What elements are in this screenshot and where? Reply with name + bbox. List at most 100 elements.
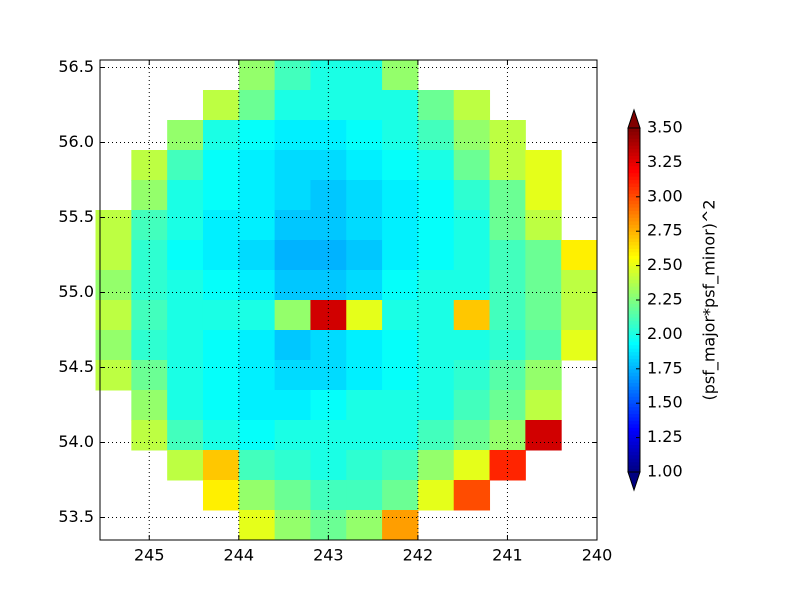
heatmap-cell (310, 90, 347, 121)
heatmap-cell (453, 390, 491, 421)
colorbar-swatch (628, 231, 640, 236)
heatmap-cell (489, 240, 526, 271)
heatmap-cell (525, 420, 562, 451)
colorbar-swatch (628, 330, 640, 335)
y-tick-label: 54.5 (58, 357, 94, 376)
heatmap-cell (525, 300, 562, 331)
heatmap-cell (274, 270, 311, 301)
colorbar-swatch (628, 382, 640, 387)
heatmap-cell (167, 150, 204, 181)
heatmap-cell (238, 480, 276, 511)
colorbar-swatch (628, 217, 640, 222)
heatmap-cell (167, 300, 204, 331)
colorbar-swatch (628, 368, 640, 373)
heatmap-cell (382, 420, 419, 451)
colorbar-swatch (628, 128, 640, 132)
heatmap-cell (382, 240, 419, 271)
heatmap-cell (167, 420, 204, 451)
heatmap-cell (417, 450, 455, 481)
y-tick-label: 54.0 (58, 432, 94, 451)
heatmap-cell (561, 300, 598, 331)
heatmap-cell (167, 120, 204, 151)
colorbar-swatch (628, 172, 640, 177)
heatmap-cell (167, 360, 204, 391)
x-tick-label: 242 (403, 546, 434, 565)
heatmap-cell (346, 300, 383, 331)
colorbar-swatch (628, 324, 640, 329)
heatmap-cell (95, 330, 132, 361)
heatmap-cell (310, 270, 347, 301)
heatmap-cell (417, 150, 455, 181)
colorbar-swatch (628, 403, 640, 408)
colorbar-swatch (628, 406, 640, 411)
heatmap-cell (167, 240, 204, 271)
heatmap-cell (346, 510, 383, 541)
colorbar-label: (psf_major*psf_minor)^2 (700, 199, 720, 400)
colorbar-swatch (628, 293, 640, 298)
y-tick-label: 56.0 (58, 132, 94, 151)
colorbar-swatch (628, 420, 640, 425)
colorbar-swatch (628, 152, 640, 157)
colorbar-swatch (628, 423, 640, 428)
heatmap-cell (382, 150, 419, 181)
heatmap-cell (489, 120, 526, 151)
heatmap-cell (238, 510, 276, 541)
colorbar-swatch (628, 210, 640, 215)
colorbar-swatch (628, 176, 640, 181)
colorbar-tick-label: 2.25 (647, 290, 683, 309)
heatmap-cell (131, 270, 168, 301)
colorbar-swatch (628, 186, 640, 191)
colorbar-swatch (628, 379, 640, 384)
heatmap-cell (453, 450, 491, 481)
colorbar-swatch (628, 341, 640, 346)
heatmap-cell (346, 60, 383, 91)
heatmap-cell (525, 180, 562, 211)
heatmap-cell (346, 270, 383, 301)
heatmap-cell (202, 300, 240, 331)
heatmap-cell (238, 60, 276, 91)
colorbar-tick-label: 2.00 (647, 324, 683, 343)
plot-frame (99, 59, 598, 541)
heatmap-cell (346, 90, 383, 121)
colorbar-swatch (628, 200, 640, 205)
heatmap-cell (238, 270, 276, 301)
colorbar-swatch (628, 327, 640, 332)
heatmap-cell (274, 420, 311, 451)
heatmap-cell (453, 480, 491, 511)
heatmap-cell (417, 360, 455, 391)
heatmap-cell (274, 150, 311, 181)
colorbar-swatch (628, 399, 640, 404)
heatmap-cell (310, 450, 347, 481)
heatmap-cell (489, 270, 526, 301)
colorbar-swatch (628, 296, 640, 301)
heatmap-cell (274, 240, 311, 271)
heatmap-cell (417, 300, 455, 331)
colorbar-swatch (628, 238, 640, 243)
heatmap-cell (382, 300, 419, 331)
heatmap-cell (167, 450, 204, 481)
heatmap-cell (202, 360, 240, 391)
x-tick-label: 245 (134, 546, 165, 565)
heatmap-cell (238, 90, 276, 121)
heatmap-cell (382, 510, 419, 541)
heatmap-cell (453, 210, 491, 241)
heatmap-cell (131, 210, 168, 241)
heatmap-cell (489, 360, 526, 391)
heatmap-cell (382, 390, 419, 421)
heatmap-cell (310, 390, 347, 421)
heatmap-cell (453, 360, 491, 391)
heatmap-cell (525, 330, 562, 361)
heatmap-cell (274, 480, 311, 511)
colorbar-swatch (628, 148, 640, 153)
colorbar-swatch (628, 234, 640, 239)
heatmap-cell (417, 210, 455, 241)
heatmap-cell (202, 450, 240, 481)
colorbar-swatch (628, 434, 640, 439)
colorbar-swatch (628, 258, 640, 263)
heatmap-cell (489, 210, 526, 241)
heatmap-cell (346, 150, 383, 181)
colorbar-tick-label: 3.00 (647, 186, 683, 205)
heatmap-cell (274, 510, 311, 541)
heatmap-cell (453, 120, 491, 151)
heatmap-cell (202, 390, 240, 421)
